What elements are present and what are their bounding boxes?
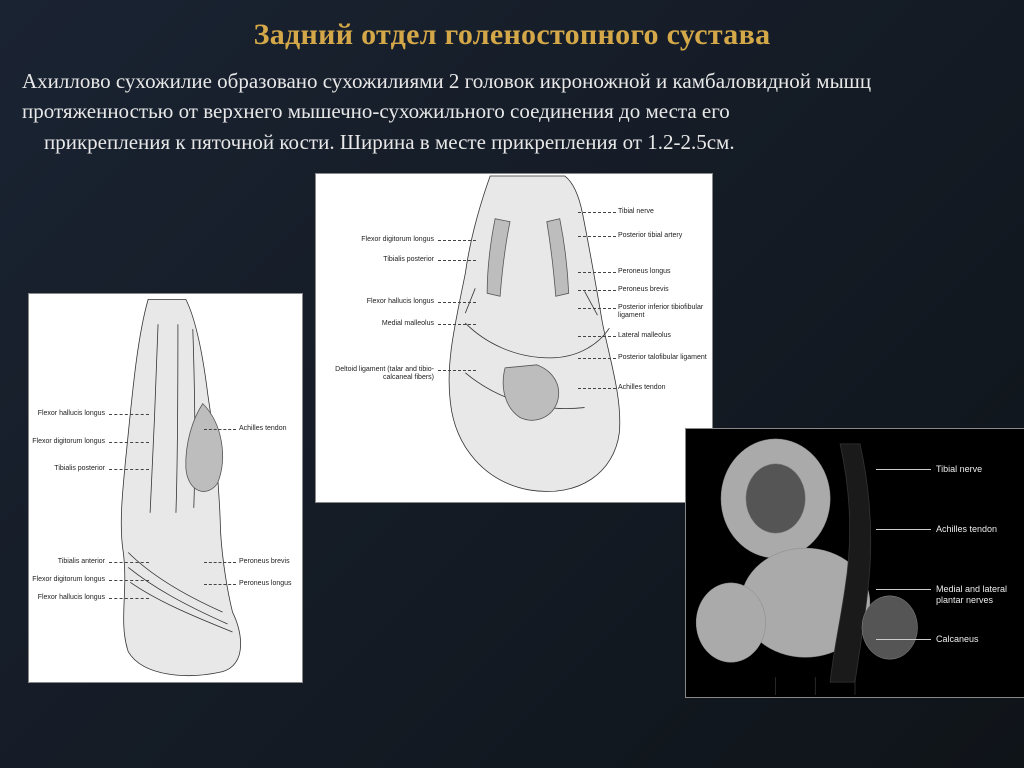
anat-label: Flexor hallucis longus bbox=[38, 410, 105, 418]
slide-title: Задний отдел голеностопного сустава bbox=[20, 18, 1004, 52]
image-area: Flexor hallucis longusFlexor digitorum l… bbox=[20, 173, 1004, 713]
body-paragraph: Ахиллово сухожилие образовано сухожилиям… bbox=[20, 66, 1004, 157]
left-sketch bbox=[29, 294, 302, 682]
anat-label: Tibialis posterior bbox=[383, 256, 434, 264]
anat-label: Posterior tibial artery bbox=[618, 232, 682, 240]
anat-label: Peroneus longus bbox=[618, 268, 671, 276]
anat-label: Tibialis posterior bbox=[54, 465, 105, 473]
slide: Задний отдел голеностопного сустава Ахил… bbox=[0, 0, 1024, 768]
anat-label: Medial malleolus bbox=[382, 320, 434, 328]
anat-label: Achilles tendon bbox=[618, 384, 665, 392]
body-line-1: Ахиллово сухожилие образовано сухожилиям… bbox=[22, 69, 811, 93]
mri-label: Calcaneus bbox=[936, 634, 979, 645]
anat-label: Flexor hallucis longus bbox=[38, 594, 105, 602]
mri-label: Tibial nerve bbox=[936, 464, 982, 475]
anat-label: Peroneus brevis bbox=[239, 558, 290, 566]
anat-label: Peroneus brevis bbox=[618, 286, 669, 294]
panel-center-ankle-posterior: Flexor digitorum longus Tibialis posterio… bbox=[315, 173, 713, 503]
anat-label: Flexor hallucis longus bbox=[367, 298, 434, 306]
anat-label: Lateral malleolus bbox=[618, 332, 671, 340]
anat-label: Posterior talofibular ligament bbox=[618, 354, 710, 362]
anat-label: Flexor digitorum longus bbox=[361, 236, 434, 244]
panel-left-foot-medial: Flexor hallucis longus Flexor digitorum l… bbox=[28, 293, 303, 683]
mri-label: Medial and lateral plantar nerves bbox=[936, 584, 1024, 606]
anat-label: Peroneus longus bbox=[239, 580, 292, 588]
anat-label: Posterior inferior tibiofibular ligament bbox=[618, 304, 710, 319]
panel-right-mri: Tibial nerve Achilles tendon Medial and la… bbox=[685, 428, 1024, 698]
anat-label: Flexor digitorum longus bbox=[32, 438, 105, 446]
anat-label: Tibial nerve bbox=[618, 208, 654, 216]
anat-label: Flexor digitorum longus bbox=[32, 576, 105, 584]
mri-label: Achilles tendon bbox=[936, 524, 997, 535]
anat-label: Tibialis anterior bbox=[58, 558, 105, 566]
anat-label: Achilles tendon bbox=[239, 425, 286, 433]
body-line-3: прикрепления к пяточной кости. Ширина в … bbox=[22, 127, 1002, 157]
anat-label: Deltoid ligament (talar and tibio-calcan… bbox=[324, 366, 434, 381]
